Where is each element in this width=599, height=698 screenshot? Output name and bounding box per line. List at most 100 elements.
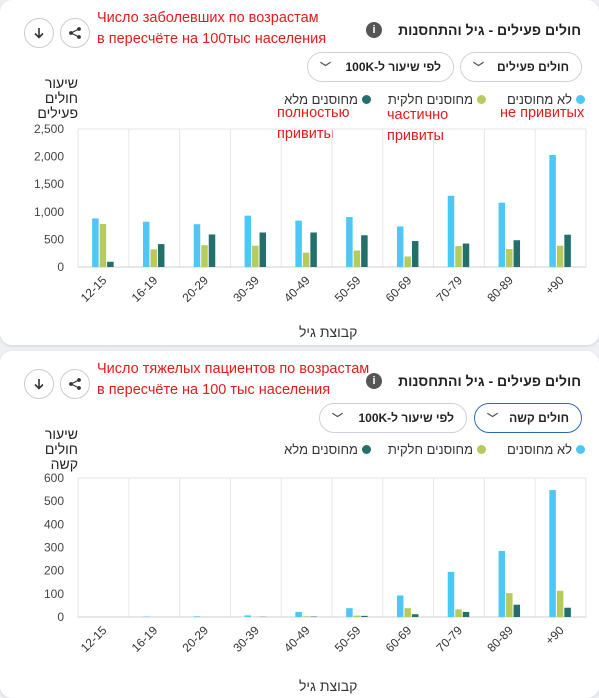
bar[interactable] [506, 249, 513, 267]
arrow-down-icon [34, 379, 44, 390]
bar[interactable] [564, 234, 571, 267]
x-tick-label: 60-69 [383, 623, 415, 655]
bar[interactable] [361, 615, 368, 617]
x-tick-label: +90 [542, 273, 567, 298]
bar[interactable] [193, 224, 201, 267]
bar[interactable] [157, 244, 165, 267]
bar[interactable] [244, 215, 252, 267]
x-tick-label: 20-29 [180, 273, 212, 305]
annotation-note: Число заболевших по возрастам в пересчёт… [97, 8, 326, 50]
legend-dot [362, 445, 371, 454]
bar[interactable] [455, 609, 462, 617]
annotation-line: привиты [277, 126, 334, 142]
status-dropdown[interactable]: חולים קשה ﹀ [474, 403, 582, 433]
legend-full[interactable]: מחוסנים מלא [284, 442, 371, 457]
bar[interactable] [353, 615, 361, 617]
bar[interactable] [498, 202, 506, 267]
bar[interactable] [107, 261, 114, 267]
download-button[interactable] [24, 18, 54, 48]
bar[interactable] [447, 195, 455, 267]
y-tick-label: 1,000 [34, 205, 64, 219]
bar[interactable] [498, 550, 506, 617]
bar[interactable] [92, 218, 99, 267]
download-button[interactable] [24, 369, 54, 399]
card-title: חולים פעילים - גיל והתחסנות [398, 22, 581, 38]
rate-dropdown[interactable]: לפי שיעור ל-100K ﹀ [307, 52, 454, 82]
bar[interactable] [302, 616, 310, 617]
bar[interactable] [455, 246, 462, 267]
legend-full[interactable]: מחוסנים מלא [284, 92, 371, 107]
x-tick-label: 12-15 [78, 623, 110, 655]
y-tick-label: 0 [57, 260, 64, 274]
annotation-note: Число тяжелых пациентов по возрастам в п… [97, 359, 369, 401]
bar[interactable] [193, 616, 201, 617]
legend-annotation-full: полностью привиты [277, 103, 349, 145]
annotation-line: частично [387, 107, 449, 123]
rate-dropdown[interactable]: לפי שיעור ל-100K ﹀ [319, 403, 467, 433]
bar-chart-active-cases: 0 500 1,000 1,500 2,000 2,500 12-15 16-19 20-29 3… [34, 122, 587, 305]
bar[interactable] [295, 220, 302, 267]
bar[interactable] [411, 241, 419, 267]
bar[interactable] [447, 571, 455, 617]
bar[interactable] [252, 245, 259, 267]
legend-annotation-unvaccinated: не привитых [500, 103, 584, 124]
bar[interactable] [404, 256, 411, 267]
bar[interactable] [396, 595, 404, 617]
x-tick-label: 70-79 [434, 623, 466, 655]
bar[interactable] [549, 490, 556, 617]
bar[interactable] [556, 590, 564, 617]
y-tick-label: 400 [44, 517, 64, 531]
active-cases-card: Число заболевших по возрастам в пересчёт… [0, 0, 599, 345]
legend-annotation-partial: частично привиты [387, 105, 448, 147]
chevron-down-icon: ﹀ [487, 413, 498, 425]
legend-unvaccinated[interactable]: לא מחוסנים [507, 442, 585, 457]
legend-partial[interactable]: מחוסנים חלקית [388, 92, 486, 107]
bar[interactable] [549, 154, 556, 267]
bar[interactable] [201, 245, 208, 267]
bar[interactable] [462, 243, 470, 267]
bar[interactable] [404, 608, 411, 617]
legend-label: לא מחוסנים [506, 442, 572, 457]
bar[interactable] [462, 611, 470, 617]
bar[interactable] [244, 615, 252, 617]
x-tick-label: 80-89 [484, 273, 516, 305]
bar[interactable] [346, 608, 353, 617]
y-tick-label: 200 [44, 564, 64, 578]
share-button[interactable] [60, 18, 90, 48]
x-tick-label: 40-49 [281, 623, 313, 655]
bar[interactable] [259, 232, 267, 268]
x-tick-label: 16-19 [129, 623, 161, 655]
bar[interactable] [142, 221, 150, 267]
bar[interactable] [513, 604, 521, 617]
status-dropdown-label: חולים קשה [509, 411, 569, 425]
bar[interactable] [411, 614, 419, 617]
legend-partial[interactable]: מחוסנים חלקית [388, 442, 486, 457]
bar[interactable] [396, 226, 404, 267]
annotation-line: Число заболевших по возрастам [97, 10, 319, 26]
status-dropdown[interactable]: חולים פעילים ﹀ [460, 52, 582, 82]
info-icon[interactable]: i [366, 373, 382, 389]
bar-chart-severe-cases: 0 100 200 300 400 500 600 12-15 16-19 20-29 30-39 4… [44, 471, 587, 655]
y-tick-label: 500 [44, 494, 64, 508]
bar[interactable] [564, 607, 571, 617]
bar[interactable] [150, 249, 157, 267]
bar[interactable] [99, 223, 107, 267]
bar[interactable] [295, 611, 302, 617]
share-button[interactable] [60, 369, 90, 399]
legend-unvaccinated[interactable]: לא מחוסנים [507, 92, 585, 107]
bar[interactable] [361, 235, 368, 267]
y-axis-label-line: פעילים [37, 105, 78, 121]
bar[interactable] [513, 240, 521, 267]
bar[interactable] [346, 217, 353, 267]
y-axis-label-line: שיעור [44, 75, 78, 91]
bar[interactable] [310, 232, 317, 268]
bar[interactable] [302, 252, 310, 267]
annotation-line: Число тяжелых пациентов по возрастам [97, 361, 370, 377]
bar[interactable] [506, 593, 513, 617]
y-tick-label: 0 [57, 610, 64, 624]
bar[interactable] [353, 250, 361, 267]
bar[interactable] [556, 245, 564, 267]
legend-dot [576, 95, 585, 104]
info-icon[interactable]: i [366, 22, 382, 38]
bar[interactable] [208, 234, 216, 267]
